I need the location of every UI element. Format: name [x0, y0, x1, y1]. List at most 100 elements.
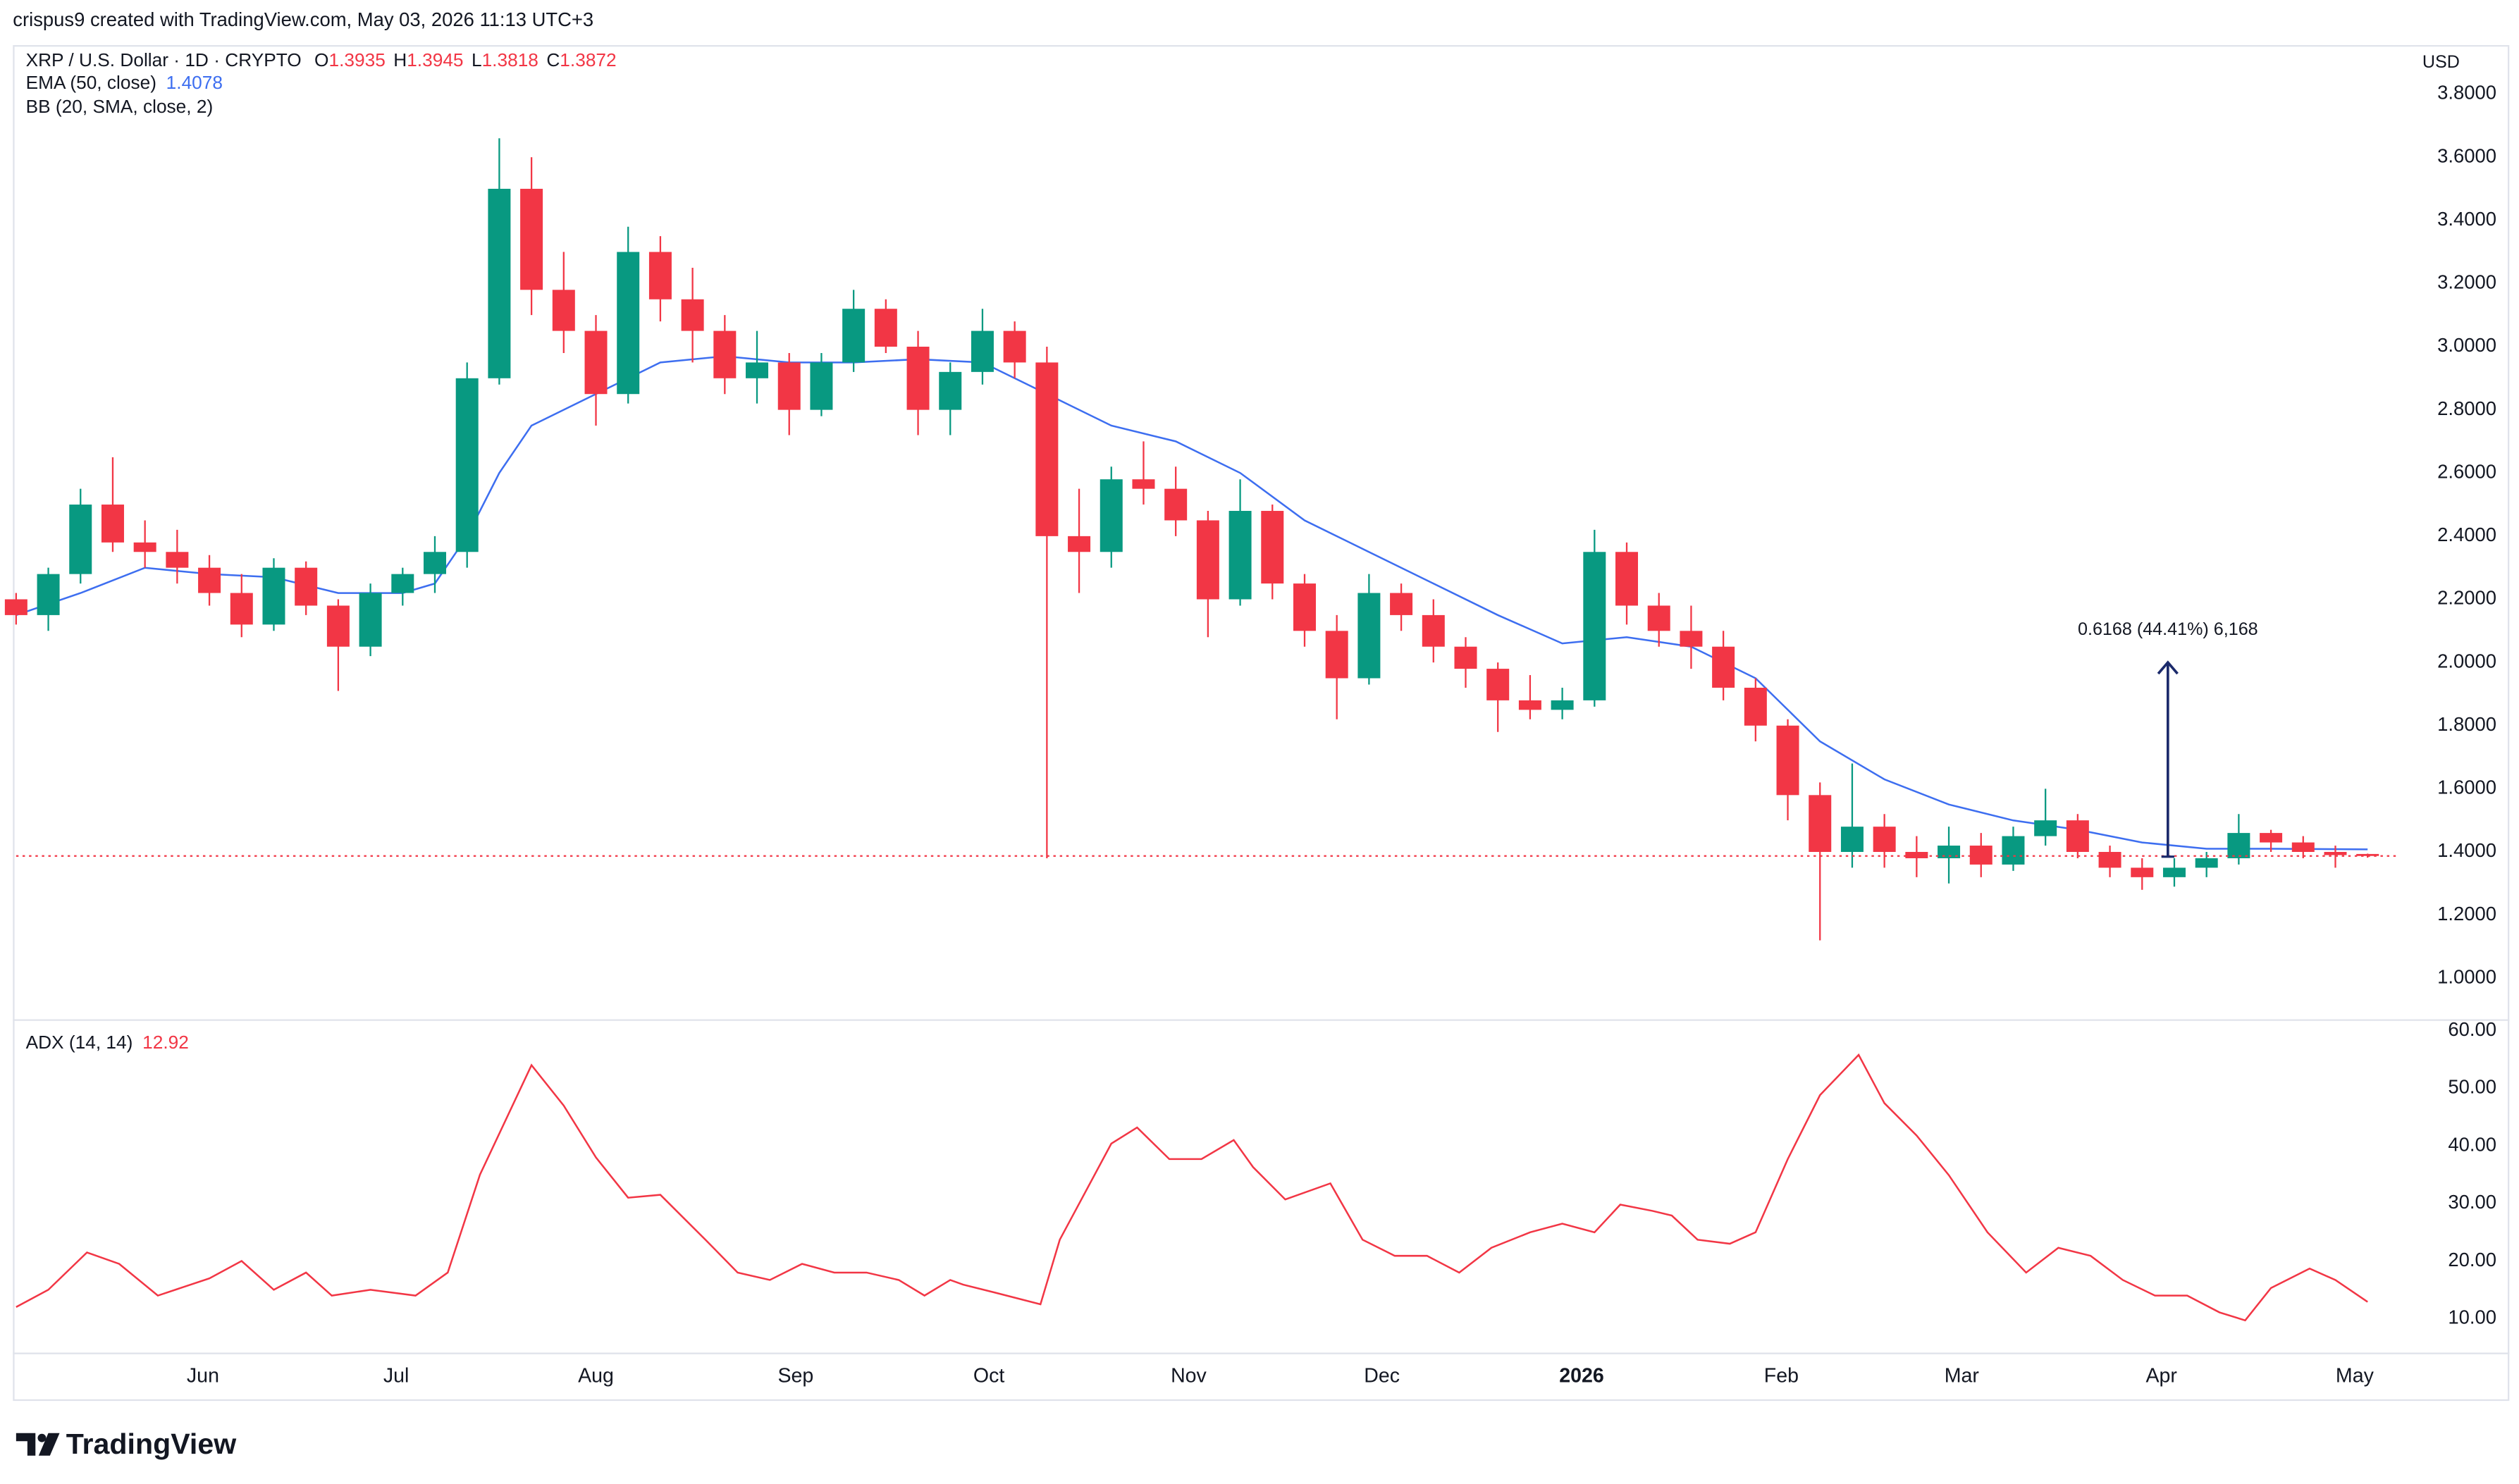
- candle-body: [2162, 867, 2186, 877]
- candle-body: [326, 605, 350, 647]
- ohlc-label: O: [314, 49, 328, 70]
- candle-body: [1164, 488, 1188, 521]
- candle-body: [1422, 614, 1445, 647]
- candle-body: [1068, 536, 1091, 552]
- candle-body: [874, 309, 897, 347]
- candle-body: [37, 574, 60, 615]
- y-tick-label: 2.2000: [2437, 587, 2496, 609]
- arrow-head: [2157, 660, 2179, 675]
- x-tick-label: Jun: [187, 1364, 219, 1387]
- y-tick-label: 3.0000: [2437, 334, 2496, 356]
- candle-body: [1809, 795, 1832, 852]
- indicator-legend: BB (20, SMA, close, 2): [26, 96, 214, 117]
- x-tick-label: May: [2336, 1364, 2375, 1387]
- y-tick-label: 60.00: [2448, 1018, 2496, 1040]
- candle-body: [617, 252, 640, 395]
- candle-body: [1486, 669, 1510, 700]
- x-tick-label: Jul: [383, 1364, 409, 1387]
- ohlc-value: 1.3935: [328, 49, 385, 70]
- candle-body: [1357, 593, 1381, 679]
- indicator-value: 1.4078: [166, 72, 223, 93]
- candle-body: [1905, 851, 1928, 858]
- candle-body: [391, 574, 414, 593]
- ohlc-value: 1.3818: [482, 49, 538, 70]
- candle-body: [1003, 330, 1026, 363]
- ohlc-label: C: [546, 49, 560, 70]
- y-tick-label: 1.8000: [2437, 713, 2496, 735]
- candle-body: [1196, 520, 1219, 600]
- y-tick-label: 3.4000: [2437, 208, 2496, 230]
- candle-body: [939, 371, 962, 410]
- candle-body: [455, 378, 479, 552]
- candle-body: [4, 599, 27, 615]
- y-tick-label: 3.6000: [2437, 144, 2496, 166]
- ohlc-value: 1.3945: [407, 49, 463, 70]
- candle-body: [359, 593, 382, 647]
- candle-body: [1615, 552, 1639, 606]
- y-tick-label: 3.8000: [2437, 82, 2496, 104]
- candle-body: [1035, 362, 1059, 536]
- candle-body: [424, 552, 446, 574]
- y-tick-label: 2.8000: [2437, 397, 2496, 419]
- candle-body: [1969, 846, 1993, 865]
- candle-body: [2131, 867, 2154, 877]
- x-tick-label: Oct: [973, 1364, 1004, 1387]
- x-tick-label: Feb: [1764, 1364, 1799, 1387]
- x-tick-label: Sep: [777, 1364, 813, 1387]
- candle-body: [971, 330, 994, 372]
- x-tick-label: 2026: [1559, 1364, 1604, 1387]
- candle-body: [133, 542, 156, 552]
- candle-body: [2291, 842, 2315, 852]
- candle-body: [1938, 846, 1961, 858]
- y-tick-label: 2.0000: [2437, 650, 2496, 672]
- x-tick-label: Nov: [1171, 1364, 1207, 1387]
- candle-body: [69, 505, 92, 574]
- candle-body: [842, 309, 866, 363]
- y-tick-label: 1.6000: [2437, 777, 2496, 798]
- indicator-legend: EMA (50, close) 1.4078: [26, 72, 223, 93]
- candle-body: [2098, 851, 2121, 868]
- legend-line: XRP / U.S. Dollar · 1D · CRYPTO O1.3935 H1…: [26, 49, 617, 70]
- candle-body: [1293, 583, 1316, 631]
- candle-body: [2034, 820, 2057, 836]
- candle-body: [262, 567, 285, 625]
- indicator-name: ADX (14, 14): [26, 1032, 133, 1053]
- candle-body: [1228, 511, 1252, 600]
- candle-body: [488, 188, 511, 378]
- y-tick-label: 2.6000: [2437, 460, 2496, 482]
- candle-body: [1100, 479, 1123, 552]
- candle-body: [2066, 820, 2089, 852]
- adx-line: [16, 1053, 2368, 1322]
- candle-body: [2195, 858, 2218, 868]
- candle-body: [713, 330, 737, 378]
- logo-mark: [38, 1433, 60, 1456]
- candle-body: [2356, 853, 2379, 856]
- candle-body: [1647, 605, 1670, 631]
- indicator-value: 12.92: [142, 1032, 189, 1053]
- candle-body: [2260, 833, 2283, 843]
- candle-body: [1551, 700, 1574, 710]
- y-tick-label: 2.4000: [2437, 524, 2496, 545]
- y-tick-label: 1.4000: [2437, 839, 2496, 861]
- logo-dot: [37, 1433, 47, 1442]
- candle-body: [1132, 479, 1155, 489]
- footer-brand: TradingView: [66, 1428, 238, 1460]
- candle-body: [1583, 552, 1606, 700]
- candle-body: [1325, 631, 1348, 679]
- x-tick-label: Aug: [578, 1364, 614, 1387]
- currency-box: [2410, 47, 2508, 79]
- candle-body: [295, 567, 318, 606]
- indicator-name: BB (20, SMA, close, 2): [26, 96, 214, 117]
- candle-body: [2002, 836, 2025, 865]
- y-tick-label: 30.00: [2448, 1191, 2496, 1213]
- candle-body: [1776, 725, 1799, 796]
- candle-body: [1261, 511, 1284, 584]
- candle-body: [1840, 827, 1864, 852]
- candle-body: [2227, 833, 2250, 858]
- candle-body: [552, 290, 575, 331]
- header: crispus9 created with TradingView.com, M…: [13, 8, 593, 30]
- y-tick-label: 1.2000: [2437, 903, 2496, 925]
- candle-body: [584, 330, 608, 395]
- measure-label: 0.6168 (44.41%) 6,168: [2078, 619, 2258, 639]
